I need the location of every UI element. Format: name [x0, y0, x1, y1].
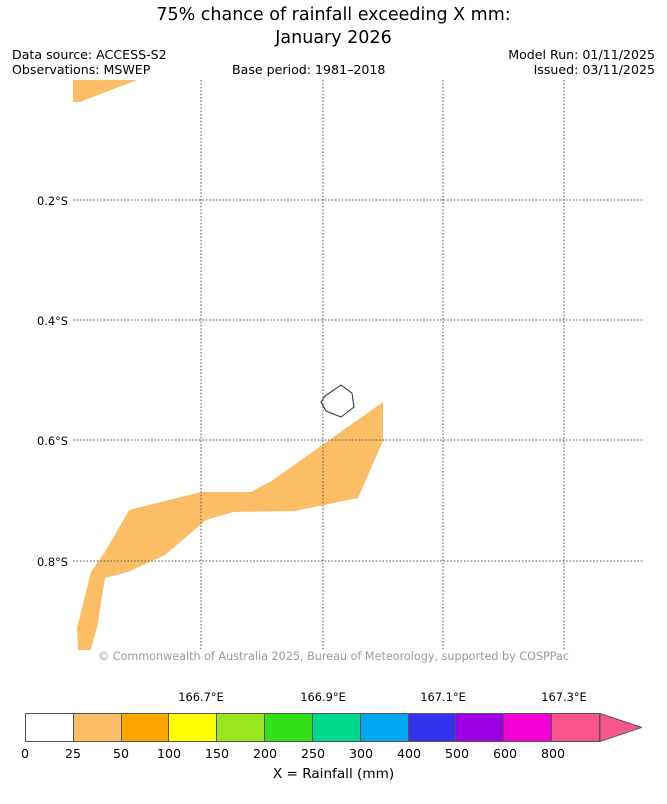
issued-label: Issued: 03/11/2025: [533, 62, 655, 77]
colorbar-tick-11: 800: [540, 746, 566, 761]
colorbar-segment-9[interactable]: [456, 714, 505, 741]
colorbar-segment-7[interactable]: [360, 714, 409, 741]
colorbar-segment-3[interactable]: [169, 714, 218, 741]
colorbar-tick-2: 50: [112, 746, 130, 761]
map-background: [73, 80, 643, 650]
colorbar-tick-1: 25: [64, 746, 82, 761]
colorbar-tick-0: 0: [20, 746, 29, 761]
colorbar-segment-0[interactable]: [26, 714, 74, 741]
colorbar-tick-8: 400: [396, 746, 422, 761]
colorbar-segment-8[interactable]: [408, 714, 457, 741]
data-source-label: Data source: ACCESS-S2: [12, 47, 167, 62]
colorbar-tick-7: 300: [348, 746, 374, 761]
rainfall-contour-layer: [73, 80, 383, 650]
y-axis-tick-1: 0.4°S: [36, 314, 68, 328]
x-axis-tick-1: 166.9°E: [300, 690, 346, 704]
rainfall-region-25-50-main: [77, 402, 383, 650]
title-line-2: January 2026: [275, 28, 392, 48]
page-title: 75% chance of rainfall exceeding X mm: J…: [0, 4, 667, 50]
colorbar: 0 25 50 100 150 200 250 300 400 500 600 …: [0, 705, 667, 804]
y-axis-tick-3: 0.8°S: [36, 555, 68, 569]
colorbar-segment-5[interactable]: [265, 714, 313, 741]
rainfall-region-25-50-north: [73, 80, 137, 102]
colorbar-tick-4: 150: [204, 746, 230, 761]
map-plot-area: [73, 80, 643, 650]
observations-label: Observations: MSWEP: [12, 62, 151, 77]
x-axis-tick-3: 167.3°E: [541, 690, 587, 704]
colorbar-segment-10[interactable]: [504, 714, 553, 741]
colorbar-segment-2[interactable]: [121, 714, 170, 741]
copyright-credit: © Commonwealth of Australia 2025, Bureau…: [97, 650, 570, 663]
colorbar-tick-3: 100: [156, 746, 182, 761]
y-axis-tick-0: 0.2°S: [36, 194, 68, 208]
colorbar-tick-10: 600: [492, 746, 518, 761]
y-axis-tick-2: 0.6°S: [36, 434, 68, 448]
colorbar-segment-4[interactable]: [217, 714, 266, 741]
x-axis-tick-2: 167.1°E: [420, 690, 466, 704]
colorbar-tick-6: 250: [300, 746, 326, 761]
title-line-1: 75% chance of rainfall exceeding X mm:: [156, 5, 511, 25]
island-coastline: [320, 384, 355, 418]
x-axis-tick-0: 166.7°E: [178, 690, 224, 704]
base-period-label: Base period: 1981–2018: [232, 62, 386, 77]
colorbar-segment-1[interactable]: [73, 714, 122, 741]
colorbar-segments[interactable]: [25, 713, 600, 742]
colorbar-axis-label: X = Rainfall (mm): [272, 766, 395, 782]
model-run-label: Model Run: 01/11/2025: [508, 47, 655, 62]
colorbar-tick-9: 500: [444, 746, 470, 761]
colorbar-extend-arrow-icon: [600, 713, 642, 741]
colorbar-segment-11[interactable]: [552, 714, 599, 741]
colorbar-tick-5: 200: [252, 746, 278, 761]
colorbar-segment-6[interactable]: [312, 714, 361, 741]
